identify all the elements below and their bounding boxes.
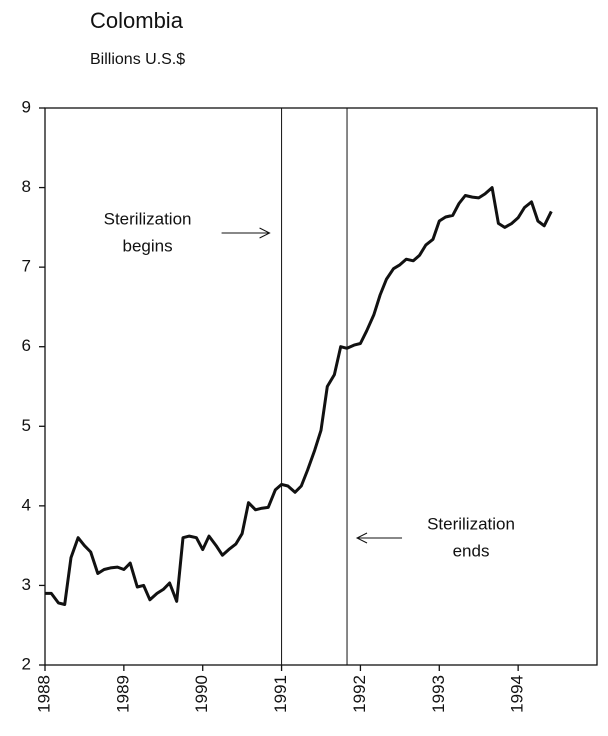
- annotation-arrow: [221, 227, 271, 239]
- y-tick-label: 5: [22, 416, 31, 435]
- annotation-text: ends: [453, 541, 490, 560]
- data-line: [45, 186, 553, 606]
- plot-frame: [44, 107, 598, 666]
- y-tick-label: 8: [22, 177, 31, 196]
- x-tick-label: 1991: [271, 675, 290, 713]
- x-tick-label: 1990: [192, 675, 211, 713]
- annotation-text: begins: [123, 236, 173, 255]
- chart-title: Colombia: [90, 8, 184, 33]
- y-tick-label: 4: [22, 495, 31, 514]
- y-tick-label: 6: [22, 336, 31, 355]
- x-tick-label: 1993: [429, 675, 448, 713]
- annotation-text: Sterilization: [427, 514, 515, 533]
- x-tick-label: 1994: [508, 675, 527, 713]
- x-tick-label: 1988: [34, 675, 53, 713]
- y-tick-label: 7: [22, 257, 31, 276]
- y-tick-label: 3: [22, 575, 31, 594]
- y-tick-label: 2: [22, 654, 31, 673]
- x-tick-label: 1992: [350, 675, 369, 713]
- y-tick-label: 9: [22, 97, 31, 116]
- x-tick-label: 1989: [113, 675, 132, 713]
- chart-subtitle: Billions U.S.$: [90, 51, 185, 68]
- annotation-arrow: [355, 532, 403, 544]
- annotation-text: Sterilization: [104, 209, 192, 228]
